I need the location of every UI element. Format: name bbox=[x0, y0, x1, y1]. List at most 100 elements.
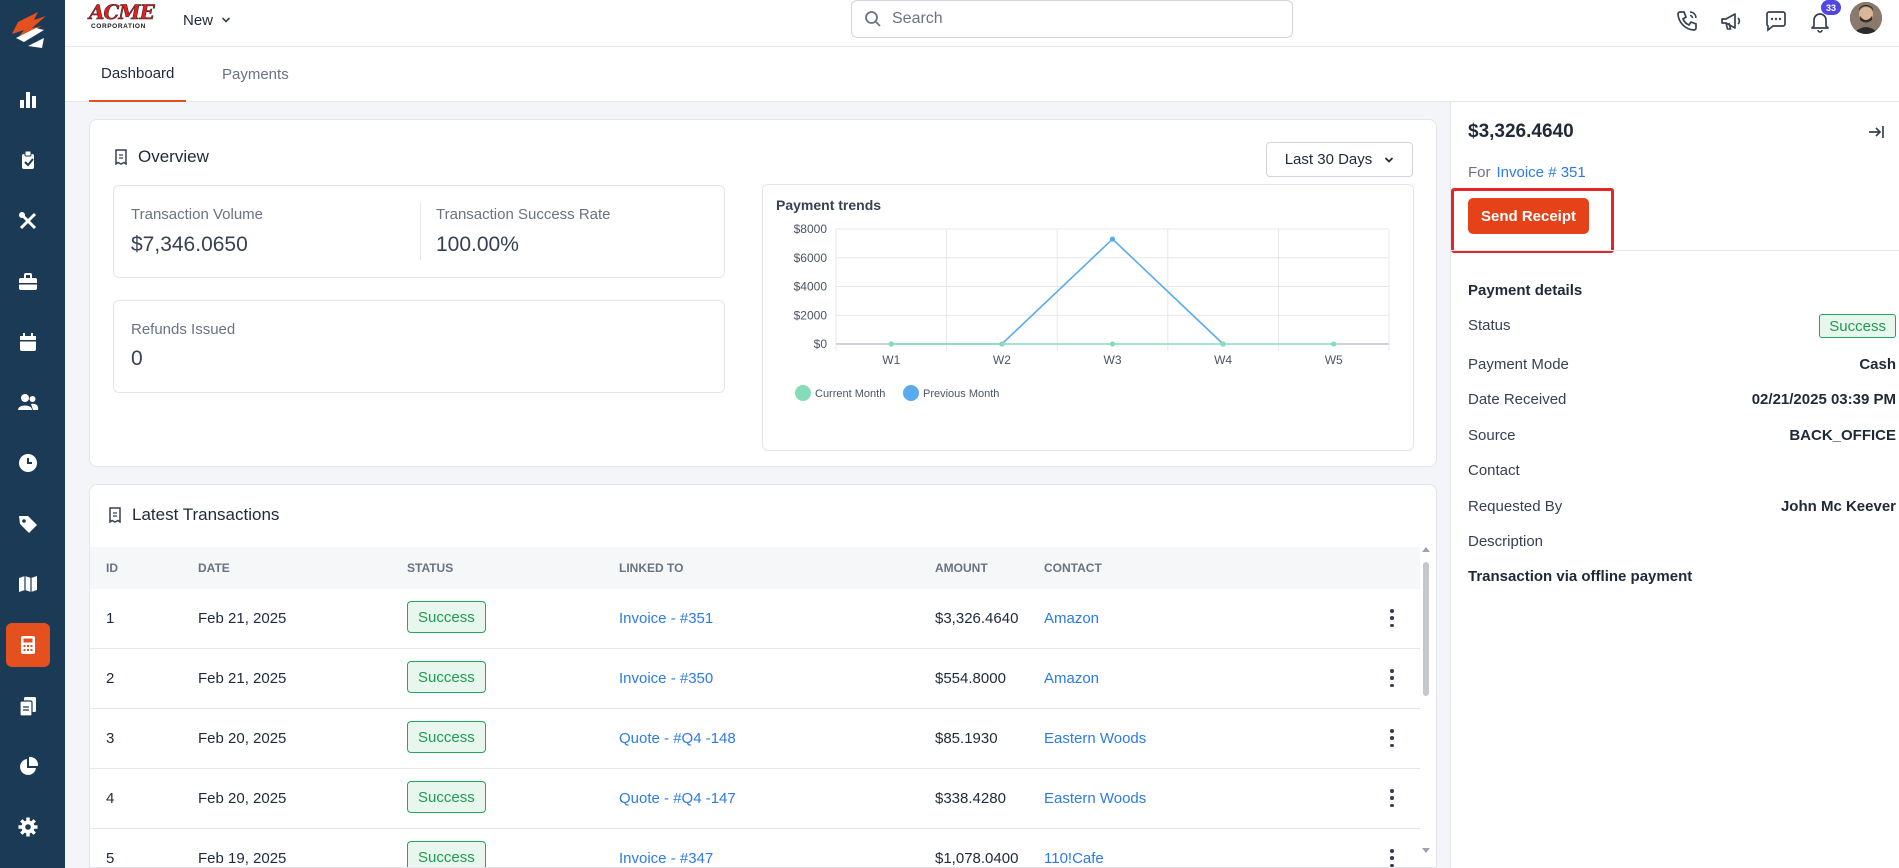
cell-date: Feb 21, 2025 bbox=[198, 610, 287, 627]
tools-icon bbox=[19, 212, 37, 230]
x-tick-label: W1 bbox=[882, 353, 900, 367]
transactions-header: Latest Transactions bbox=[108, 505, 279, 525]
sidebar-item-map[interactable] bbox=[6, 562, 50, 606]
x-tick-label: W3 bbox=[1104, 353, 1122, 367]
x-tick-label: W5 bbox=[1325, 353, 1343, 367]
column-status: STATUS bbox=[407, 561, 454, 575]
row-menu-icon[interactable] bbox=[1388, 849, 1396, 867]
status-badge: Success bbox=[407, 601, 486, 633]
refunds-value: 0 bbox=[131, 347, 143, 370]
status-label: Status bbox=[1468, 317, 1511, 334]
cell-amount: $554.8000 bbox=[935, 670, 1006, 687]
send-receipt-button[interactable]: Send Receipt bbox=[1468, 198, 1589, 234]
row-menu-icon[interactable] bbox=[1388, 789, 1396, 807]
search-input[interactable] bbox=[892, 10, 1272, 28]
app-logo[interactable] bbox=[8, 8, 58, 52]
avatar[interactable] bbox=[1850, 2, 1882, 34]
sidebar-item-jobs[interactable] bbox=[6, 260, 50, 304]
cell-linked-to[interactable]: Invoice - #350 bbox=[619, 670, 714, 687]
search-bar[interactable] bbox=[851, 0, 1293, 38]
sidebar-item-calendar[interactable] bbox=[6, 320, 50, 364]
tab-dashboard[interactable]: Dashboard bbox=[89, 47, 187, 102]
status-badge: Success bbox=[407, 721, 486, 753]
cell-linked-to[interactable]: Quote - #Q4 -148 bbox=[619, 730, 736, 747]
data-point bbox=[1331, 341, 1337, 347]
cell-id: 1 bbox=[106, 610, 115, 627]
invoice-link[interactable]: Invoice # 351 bbox=[1496, 164, 1586, 181]
new-label: New bbox=[183, 11, 214, 29]
y-tick-label: $6000 bbox=[794, 251, 828, 265]
source-label: Source bbox=[1468, 427, 1516, 444]
table-row[interactable]: 4 Feb 20, 2025 Quote - #Q4 -147 $338.4280 Ea… bbox=[90, 769, 1420, 829]
description-label: Description bbox=[1468, 533, 1544, 550]
payment-mode-label: Payment Mode bbox=[1468, 356, 1569, 373]
collapse-panel-button[interactable] bbox=[1867, 124, 1885, 140]
messages-button[interactable] bbox=[1761, 6, 1791, 36]
sidebar-item-payments[interactable] bbox=[6, 623, 50, 667]
sidebar-item-contacts[interactable] bbox=[6, 380, 50, 424]
cell-linked-to[interactable]: Quote - #Q4 -147 bbox=[619, 790, 736, 807]
table-row[interactable]: 5 Feb 19, 2025 Invoice - #347 $1,078.0400 11… bbox=[90, 829, 1420, 867]
payment-mode-value: Cash bbox=[1859, 356, 1896, 373]
refunds-stats: Refunds Issued 0 bbox=[113, 300, 725, 393]
chart-canvas: $0 $2000 $4000 $6000 $8000 W1 W2 W3 W4 W5 Current … bbox=[794, 222, 1390, 401]
sidebar-item-documents[interactable] bbox=[6, 684, 50, 728]
sidebar-item-analytics[interactable] bbox=[6, 745, 50, 789]
sidebar-item-tasks[interactable] bbox=[6, 138, 50, 182]
table-row[interactable]: 1 Feb 21, 2025 Invoice - #351 $3,326.4640 Am… bbox=[90, 589, 1420, 649]
phone-button[interactable] bbox=[1672, 6, 1702, 36]
cell-contact[interactable]: 110!Cafe bbox=[1044, 850, 1104, 867]
contact-label: Contact bbox=[1468, 462, 1520, 479]
sidebar-item-pricebook[interactable] bbox=[6, 502, 50, 546]
calendar-icon bbox=[20, 333, 36, 351]
for-invoice-line: For Invoice # 351 bbox=[1468, 164, 1586, 181]
table-row[interactable]: 3 Feb 20, 2025 Quote - #Q4 -148 $85.1930 Eas… bbox=[90, 709, 1420, 769]
announcements-button[interactable] bbox=[1716, 6, 1746, 36]
briefcase-icon bbox=[19, 273, 37, 290]
sidebar-item-timesheets[interactable] bbox=[6, 441, 50, 485]
cell-linked-to[interactable]: Invoice - #351 bbox=[619, 610, 714, 627]
legend-label: Previous Month bbox=[923, 388, 999, 400]
sidebar-item-services[interactable] bbox=[6, 199, 50, 243]
highlight-box bbox=[1451, 188, 1614, 253]
cell-date: Feb 21, 2025 bbox=[198, 670, 287, 687]
megaphone-icon bbox=[1721, 13, 1741, 30]
column-id: ID bbox=[106, 561, 118, 575]
cell-date: Feb 20, 2025 bbox=[198, 730, 287, 747]
collapse-right-icon bbox=[1869, 126, 1884, 138]
clipboard-icon bbox=[22, 150, 34, 169]
y-tick-label: $4000 bbox=[794, 280, 828, 294]
search-icon bbox=[865, 11, 881, 27]
sidebar-item-reports[interactable] bbox=[6, 77, 50, 121]
users-icon bbox=[18, 394, 39, 410]
brand-logo[interactable]: ACME CORPORATION bbox=[89, 0, 155, 30]
table-row[interactable]: 2 Feb 21, 2025 Invoice - #350 $554.8000 Amaz… bbox=[90, 649, 1420, 709]
new-dropdown-button[interactable]: New bbox=[183, 9, 231, 31]
table-scrollbar[interactable] bbox=[1420, 544, 1432, 856]
panel-divider bbox=[1451, 250, 1899, 251]
status-badge: Success bbox=[407, 661, 486, 693]
cell-contact[interactable]: Eastern Woods bbox=[1044, 730, 1147, 747]
sidebar-item-settings[interactable] bbox=[6, 805, 50, 849]
row-menu-icon[interactable] bbox=[1388, 609, 1396, 627]
source-value: BACK_OFFICE bbox=[1789, 427, 1896, 444]
notifications-button[interactable]: 33 bbox=[1805, 0, 1841, 36]
row-menu-icon[interactable] bbox=[1388, 729, 1396, 747]
chart-title: Payment trends bbox=[776, 197, 882, 213]
map-icon bbox=[19, 576, 37, 592]
tab-payments[interactable]: Payments bbox=[222, 66, 289, 83]
success-rate-value: 100.00% bbox=[436, 233, 519, 256]
pie-chart-icon bbox=[20, 756, 39, 775]
row-menu-icon[interactable] bbox=[1388, 669, 1396, 687]
cell-id: 2 bbox=[106, 670, 115, 687]
gear-icon bbox=[18, 817, 38, 837]
cell-contact[interactable]: Amazon bbox=[1044, 610, 1100, 627]
cell-contact[interactable]: Amazon bbox=[1044, 670, 1100, 687]
date-range-dropdown[interactable]: Last 30 Days bbox=[1266, 142, 1413, 177]
cell-contact[interactable]: Eastern Woods bbox=[1044, 790, 1147, 807]
receipt-icon bbox=[109, 507, 121, 523]
cell-id: 4 bbox=[106, 790, 115, 807]
cell-linked-to[interactable]: Invoice - #347 bbox=[619, 850, 714, 867]
data-point bbox=[1109, 341, 1116, 347]
sidebar bbox=[0, 0, 65, 868]
